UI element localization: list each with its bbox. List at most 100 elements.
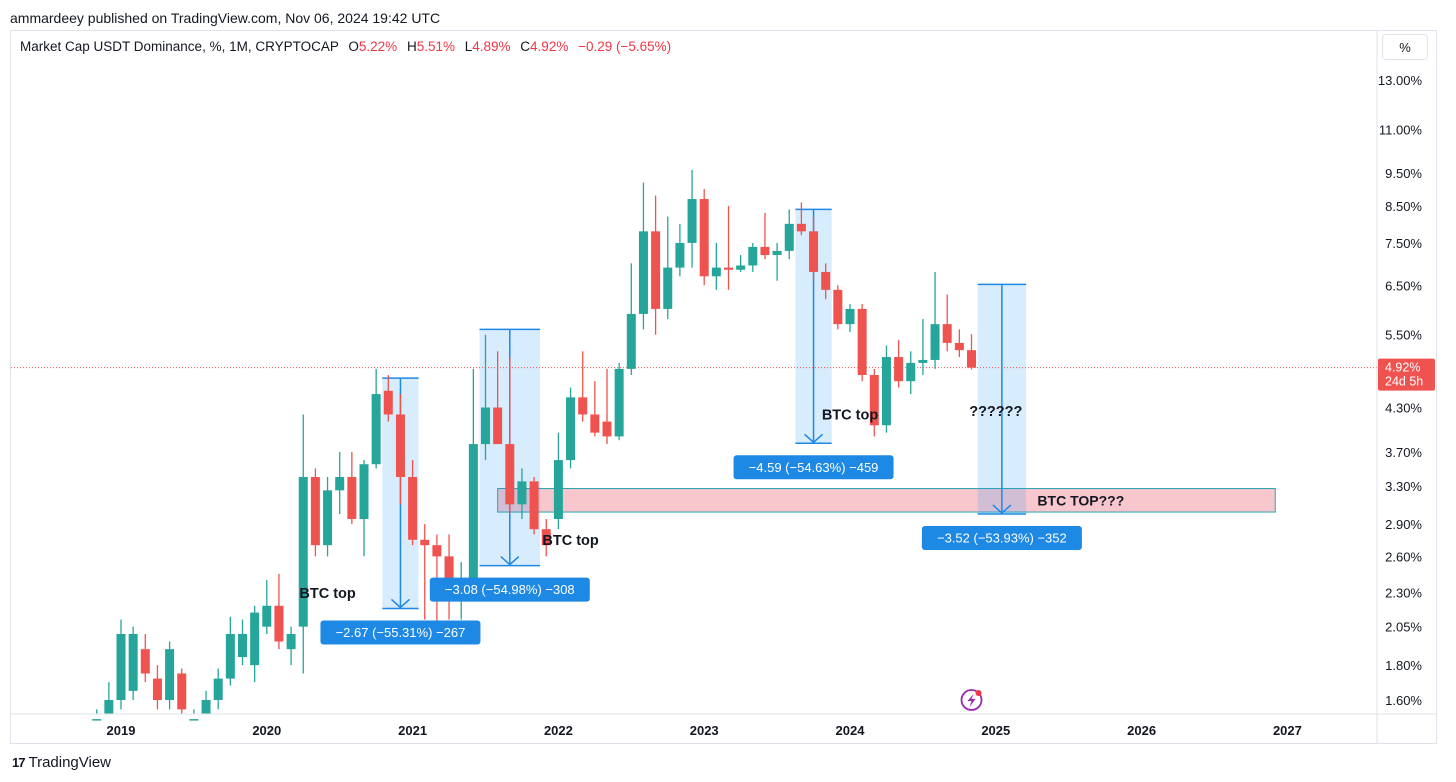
candle-body	[408, 476, 418, 540]
candle	[578, 351, 588, 422]
candle	[796, 202, 806, 236]
legend-high-value: 5.51%	[416, 39, 455, 54]
tradingview-logo[interactable]: 17 TradingView	[12, 754, 111, 771]
candle-body	[651, 231, 661, 309]
candle	[845, 304, 855, 333]
candle	[736, 255, 746, 272]
candle-body	[760, 246, 770, 256]
candle	[347, 451, 357, 525]
candle-body	[225, 633, 235, 679]
candle-body	[517, 481, 527, 505]
measure-label: −3.08 (−54.98%) −308	[445, 582, 575, 597]
measure-tool	[977, 283, 1027, 515]
symbol-legend: Market Cap USDT Dominance, %, 1M, CRYPTO…	[20, 39, 671, 54]
candle	[298, 414, 308, 674]
candle	[359, 460, 369, 557]
candle-body	[128, 633, 138, 691]
y-tick-label: 1.60%	[1385, 693, 1422, 708]
legend-change-value: −0.29 (−5.65%)	[578, 39, 672, 54]
candle	[675, 223, 685, 277]
candle-body	[638, 231, 648, 314]
candle	[213, 668, 223, 710]
candle	[165, 641, 175, 710]
candle-body	[845, 308, 855, 325]
candle-body	[942, 324, 952, 343]
legend-open-value: 5.22%	[358, 39, 398, 54]
candle-body	[359, 464, 369, 519]
candle-body	[347, 476, 357, 519]
candle-body	[967, 350, 976, 368]
candle-body	[335, 476, 345, 491]
candle	[517, 468, 527, 519]
candle-body	[724, 267, 733, 270]
candle-body	[274, 605, 284, 642]
candle-body	[371, 394, 381, 465]
x-tick-label: 2019	[107, 723, 136, 738]
candle	[967, 334, 976, 370]
y-tick-label: 8.50%	[1385, 199, 1422, 214]
y-tick-label: 2.90%	[1385, 517, 1422, 532]
legend-open-label: O	[348, 39, 359, 54]
candle-body	[468, 444, 478, 581]
notification-dot	[975, 690, 982, 696]
measure-label-box	[320, 620, 481, 645]
candle	[663, 216, 673, 319]
candle	[687, 169, 697, 268]
candle	[395, 394, 405, 505]
candle	[942, 294, 952, 352]
x-tick-label: 2027	[1273, 723, 1302, 738]
candle-body	[590, 414, 600, 433]
candle	[189, 709, 199, 721]
candle-body	[432, 545, 442, 557]
candle	[468, 368, 478, 593]
candle-body	[614, 368, 624, 437]
candle	[894, 340, 904, 388]
candle-body	[298, 476, 308, 627]
percent-scale-button[interactable]: %	[1382, 34, 1428, 60]
publisher-line: ammardeey published on TradingView.com, …	[10, 10, 441, 26]
candle	[274, 573, 284, 650]
candle	[833, 285, 843, 330]
text-annotation: BTC top	[542, 533, 599, 549]
candle	[383, 374, 393, 422]
candle	[954, 329, 964, 358]
candle-body	[736, 265, 746, 270]
y-tick-label: 5.50%	[1385, 328, 1422, 343]
candle-body	[262, 605, 272, 627]
y-tick-label: 4.30%	[1385, 401, 1422, 416]
candle-body	[566, 397, 576, 461]
y-tick-label: 11.00%	[1379, 123, 1423, 138]
candle-body	[930, 324, 940, 360]
candle	[614, 362, 624, 441]
candle	[408, 460, 418, 546]
candle-body	[918, 359, 928, 363]
candle	[529, 476, 539, 535]
x-tick-label: 2021	[398, 723, 427, 738]
y-tick-label: 6.50%	[1385, 278, 1422, 293]
candle	[772, 242, 782, 281]
x-tick-label: 2026	[1127, 723, 1156, 738]
candle-body	[250, 612, 260, 666]
measure-label-box	[429, 577, 590, 602]
candle	[225, 616, 235, 686]
y-tick-label: 3.30%	[1385, 479, 1422, 494]
candle-body	[165, 649, 175, 700]
candle	[238, 619, 247, 666]
candle	[857, 304, 867, 382]
y-tick-label: 1.80%	[1385, 658, 1422, 673]
candle-body	[177, 673, 187, 710]
y-tick-label: 2.60%	[1385, 549, 1422, 564]
candle-body	[310, 476, 320, 546]
candle-body	[906, 362, 916, 382]
candle-body	[553, 460, 563, 519]
legend-low-value: 4.89%	[472, 39, 511, 54]
legend-low-label: L	[464, 39, 473, 54]
candle	[128, 626, 138, 700]
y-tick-label: 3.70%	[1385, 445, 1422, 460]
candle	[481, 334, 490, 461]
candle-body	[687, 199, 697, 243]
symbol-name: Market Cap USDT Dominance, %, 1M, CRYPTO…	[20, 39, 339, 54]
candle	[930, 271, 940, 369]
text-annotation: ??????	[969, 404, 1022, 420]
